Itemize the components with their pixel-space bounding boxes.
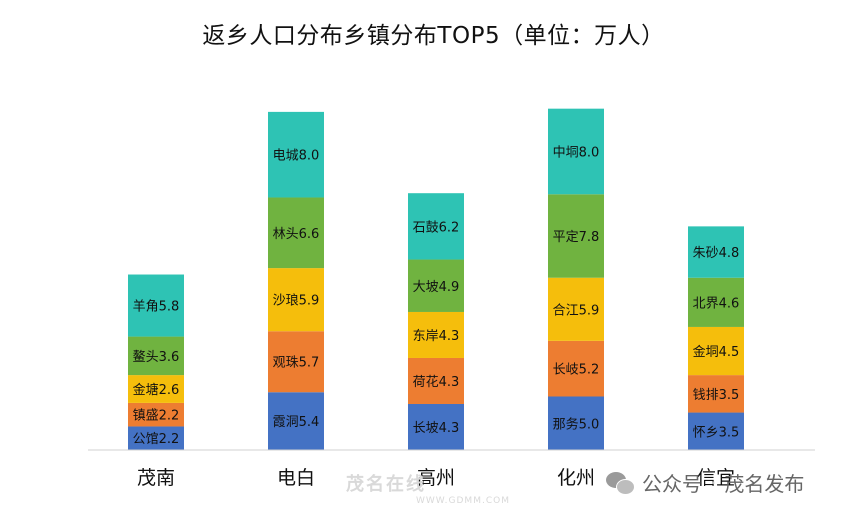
credit-channel: 公众号 xyxy=(642,472,702,496)
bar-segment xyxy=(268,268,324,332)
data-label: 镇盛2.2 xyxy=(133,409,180,424)
bar-segment xyxy=(128,426,184,450)
credit-name: 茂名发布 xyxy=(724,472,805,496)
data-label: 长坡4.3 xyxy=(413,421,460,436)
data-label: 钱排3.5 xyxy=(693,388,740,403)
bar-segment xyxy=(128,336,184,376)
bar-segment xyxy=(268,331,324,393)
bar-segment xyxy=(128,274,184,337)
watermark-text: 茂名在线 xyxy=(346,474,426,495)
x-tick-label: 茂南 xyxy=(137,467,175,489)
data-label: 观珠5.7 xyxy=(273,356,320,371)
data-label: 大坡4.9 xyxy=(413,280,460,295)
x-tick-label: 信宜 xyxy=(697,467,735,489)
wechat-icon xyxy=(606,471,635,495)
data-label: 公馆2.2 xyxy=(133,432,180,447)
data-label: 金垌4.5 xyxy=(693,344,740,360)
bar-segment xyxy=(268,111,324,198)
bar-segment xyxy=(548,108,604,195)
x-tick-label: 高州 xyxy=(417,467,455,489)
bar-segment xyxy=(688,326,744,376)
bar-segment xyxy=(128,375,184,403)
data-label: 金塘2.6 xyxy=(133,382,180,398)
data-label: 石鼓6.2 xyxy=(413,220,460,235)
bar-segment xyxy=(548,194,604,278)
bar-segment xyxy=(688,412,744,450)
bar-segment xyxy=(408,193,464,260)
chart-title: 返乡人口分布乡镇分布TOP5（单位：万人） xyxy=(202,23,665,49)
data-label: 沙琅5.9 xyxy=(273,294,320,309)
data-label: 荷花4.3 xyxy=(413,374,460,390)
data-label: 长岐5.2 xyxy=(553,363,600,378)
data-label: 霞洞5.4 xyxy=(273,415,320,430)
data-label: 东岸4.3 xyxy=(413,329,460,344)
bar-segment xyxy=(408,259,464,312)
data-label: 朱砂4.8 xyxy=(693,246,740,261)
data-label: 中垌8.0 xyxy=(553,145,600,160)
data-label: 怀乡3.5 xyxy=(693,425,740,440)
bar-segment xyxy=(408,357,464,404)
bar-segment xyxy=(408,311,464,358)
bar-segment xyxy=(548,277,604,341)
credit-separator: · xyxy=(710,470,717,495)
data-label: 鳌头3.6 xyxy=(133,349,180,365)
watermark-url: WWW.GDMM.COM xyxy=(416,496,510,506)
x-tick-label: 电白 xyxy=(277,467,315,489)
bar-segment xyxy=(548,340,604,397)
data-label: 林头6.6 xyxy=(273,227,320,242)
bar-segment xyxy=(408,403,464,450)
bar-segment xyxy=(128,402,184,427)
x-tick-label: 化州 xyxy=(557,467,595,489)
bar-segment xyxy=(688,375,744,413)
bar-segment xyxy=(268,392,324,450)
wechat-credit: 公众号 · 茂名发布 xyxy=(606,468,804,497)
bar-segment xyxy=(548,396,604,450)
data-label: 合江5.9 xyxy=(553,303,600,318)
data-label: 电城8.0 xyxy=(273,149,320,164)
bar-segment xyxy=(268,197,324,269)
bar-segment xyxy=(688,277,744,327)
data-label: 羊角5.8 xyxy=(133,299,180,315)
bar-segment xyxy=(688,226,744,278)
watermark: 茂名在线 WWW.GDMM.COM xyxy=(346,470,510,506)
data-label: 那务5.0 xyxy=(553,416,600,432)
data-label: 北界4.6 xyxy=(693,296,740,311)
data-label: 平定7.8 xyxy=(553,230,600,245)
